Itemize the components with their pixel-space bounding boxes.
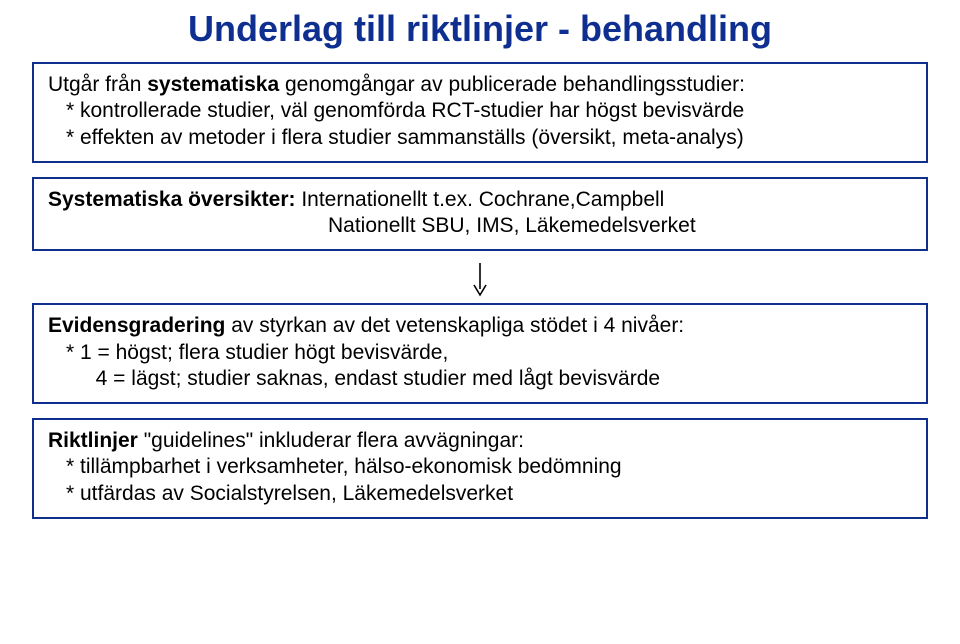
box1-l1b: systematiska [147,73,279,96]
box4-l1b: "guidelines" inkluderar flera avvägninga… [138,429,524,452]
box4-line2: * tillämpbarhet i verksamheter, hälso-ek… [48,454,912,480]
box3-line1: Evidensgradering av styrkan av det veten… [48,313,912,339]
box1-line3: * effekten av metoder i flera studier sa… [48,125,912,151]
page-title: Underlag till riktlinjer - behandling [32,8,928,50]
box-1: Utgår från systematiska genomgångar av p… [32,62,928,163]
box4-l1a: Riktlinjer [48,429,138,452]
box4-line1: Riktlinjer "guidelines" inkluderar flera… [48,428,912,454]
arrow-container [32,263,928,297]
box3-line2: * 1 = högst; flera studier högt bevisvär… [48,340,912,366]
box3-l1b: av styrkan av det vetenskapliga stödet i… [225,314,684,337]
box4-line3: * utfärdas av Socialstyrelsen, Läkemedel… [48,481,912,507]
box1-l1c: genomgångar av publicerade behandlingsst… [279,73,745,96]
box1-line2: * kontrollerade studier, väl genomförda … [48,98,912,124]
down-arrow-icon [472,263,488,297]
box3-line3: 4 = lägst; studier saknas, endast studie… [48,366,912,392]
box3-l1a: Evidensgradering [48,314,225,337]
box-2: Systematiska översikter: Internationellt… [32,177,928,252]
box-3: Evidensgradering av styrkan av det veten… [32,303,928,404]
box1-line1: Utgår från systematiska genomgångar av p… [48,72,912,98]
box2-line1: Systematiska översikter: Internationellt… [48,187,912,213]
box2-l1a: Systematiska översikter: [48,188,301,211]
box2-line2: Nationellt SBU, IMS, Läkemedelsverket [48,213,912,239]
box1-l1a: Utgår från [48,73,147,96]
box2-l1b: Internationellt t.ex. Cochrane,Campbell [301,188,664,211]
box-4: Riktlinjer "guidelines" inkluderar flera… [32,418,928,519]
